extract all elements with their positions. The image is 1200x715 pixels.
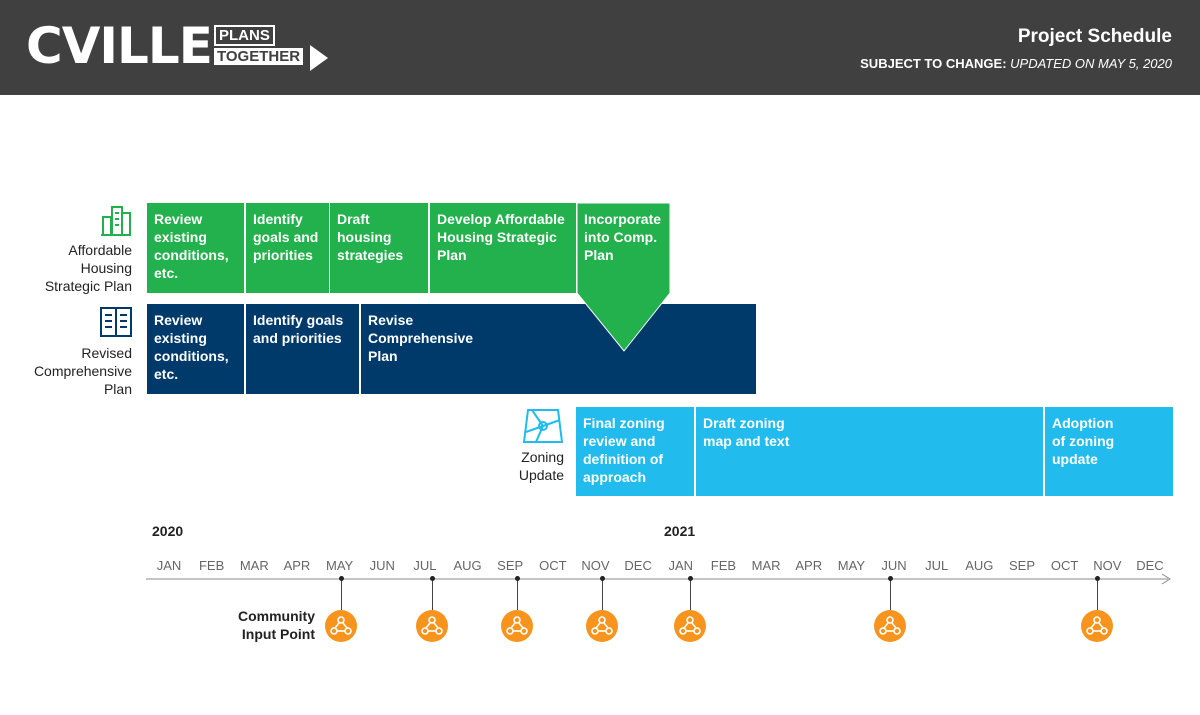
community-input-tick-dot bbox=[514, 576, 520, 581]
community-input-tick-dot bbox=[887, 576, 893, 581]
logo-plans-text: PLANS bbox=[214, 25, 275, 46]
community-people-icon bbox=[674, 610, 706, 642]
month-label: MAY bbox=[325, 558, 354, 573]
page-title: Project Schedule bbox=[1017, 26, 1172, 47]
community-input-connector bbox=[516, 578, 518, 610]
comp-segment-goals: Identify goals and priorities bbox=[246, 304, 359, 394]
map-icon bbox=[522, 409, 564, 443]
community-input-connector bbox=[1096, 578, 1098, 610]
month-label: NOV bbox=[581, 558, 610, 573]
community-input-connector bbox=[889, 578, 891, 610]
logo-together-text: TOGETHER bbox=[214, 48, 304, 65]
community-people-icon bbox=[1081, 610, 1113, 642]
month-label: JUN bbox=[369, 558, 395, 573]
timeline-axis bbox=[146, 573, 1171, 585]
year-2020: 2020 bbox=[152, 523, 184, 539]
month-label: AUG bbox=[453, 558, 482, 573]
zoning-row-label: Zoning Update bbox=[518, 449, 564, 483]
logo-plans-together: PLANS TOGETHER bbox=[214, 25, 304, 65]
community-input-connector bbox=[689, 578, 691, 610]
month-label: SEP bbox=[497, 558, 524, 573]
month-label: DEC bbox=[624, 558, 652, 573]
month-label: APR bbox=[795, 558, 823, 573]
year-2021: 2021 bbox=[664, 523, 696, 539]
month-label: SEP bbox=[1008, 558, 1035, 573]
housing-segment-review: Review existing conditions, etc. bbox=[147, 203, 244, 293]
month-label: OCT bbox=[1050, 558, 1079, 573]
month-label: JUN bbox=[881, 558, 907, 573]
month-label: APR bbox=[283, 558, 311, 573]
community-people-icon bbox=[325, 610, 357, 642]
month-label: JUL bbox=[413, 558, 437, 573]
logo-arrow-icon bbox=[310, 45, 328, 71]
month-label: DEC bbox=[1136, 558, 1164, 573]
comp-segment-revise: Revise Comprehensive Plan bbox=[361, 304, 756, 394]
month-label: NOV bbox=[1093, 558, 1122, 573]
month-label: FEB bbox=[710, 558, 737, 573]
zoning-segment-review: Final zoning review and definition of ap… bbox=[576, 407, 694, 496]
page-subtitle: SUBJECT TO CHANGE: UPDATED ON MAY 5, 202… bbox=[860, 56, 1172, 71]
logo-cville: CVILLE bbox=[26, 17, 213, 75]
incorporate-arrow-shape bbox=[577, 203, 670, 352]
month-label: FEB bbox=[198, 558, 225, 573]
housing-row-label: Affordable Housing Strategic Plan bbox=[44, 242, 132, 294]
housing-segment-draft: Draft housing strategies bbox=[330, 203, 428, 293]
community-people-icon bbox=[874, 610, 906, 642]
community-input-tick-dot bbox=[1094, 576, 1100, 581]
housing-segment-incorporate: Incorporate into Comp. Plan bbox=[584, 211, 662, 263]
community-input-connector bbox=[431, 578, 433, 610]
community-input-tick-dot bbox=[599, 576, 605, 581]
buildings-icon bbox=[101, 206, 131, 236]
housing-segment-develop: Develop Affordable Housing Strategic Pla… bbox=[430, 203, 576, 293]
dashed-divider bbox=[329, 206, 330, 290]
month-label: MAY bbox=[837, 558, 865, 573]
month-label: MAR bbox=[751, 558, 781, 573]
community-input-tick-dot bbox=[429, 576, 435, 581]
month-label: JAN bbox=[668, 558, 694, 573]
subject-to-change: SUBJECT TO CHANGE: bbox=[860, 56, 1007, 71]
housing-segment-goals: Identify goals and priorities bbox=[246, 203, 329, 293]
community-people-icon bbox=[501, 610, 533, 642]
comp-segment-review: Review existing conditions, etc. bbox=[147, 304, 244, 394]
community-input-label: Community Input Point bbox=[238, 608, 315, 642]
month-label: MAR bbox=[239, 558, 269, 573]
community-input-tick-dot bbox=[338, 576, 344, 581]
community-input-connector bbox=[340, 578, 342, 610]
month-label: AUG bbox=[965, 558, 994, 573]
community-input-tick-dot bbox=[687, 576, 693, 581]
community-people-icon bbox=[416, 610, 448, 642]
community-input-connector bbox=[601, 578, 603, 610]
zoning-segment-draft: Draft zoning map and text bbox=[696, 407, 1043, 496]
month-label: JAN bbox=[156, 558, 182, 573]
updated-date: UPDATED ON MAY 5, 2020 bbox=[1010, 56, 1172, 71]
month-label: OCT bbox=[539, 558, 567, 573]
book-icon bbox=[100, 307, 132, 337]
zoning-segment-adoption: Adoption of zoning update bbox=[1045, 407, 1173, 496]
community-people-icon bbox=[586, 610, 618, 642]
header: CVILLE PLANS TOGETHER Project Schedule S… bbox=[0, 0, 1200, 95]
comprehensive-row-label: Revised Comprehensive Plan bbox=[33, 345, 132, 397]
month-label: JUL bbox=[925, 558, 949, 573]
